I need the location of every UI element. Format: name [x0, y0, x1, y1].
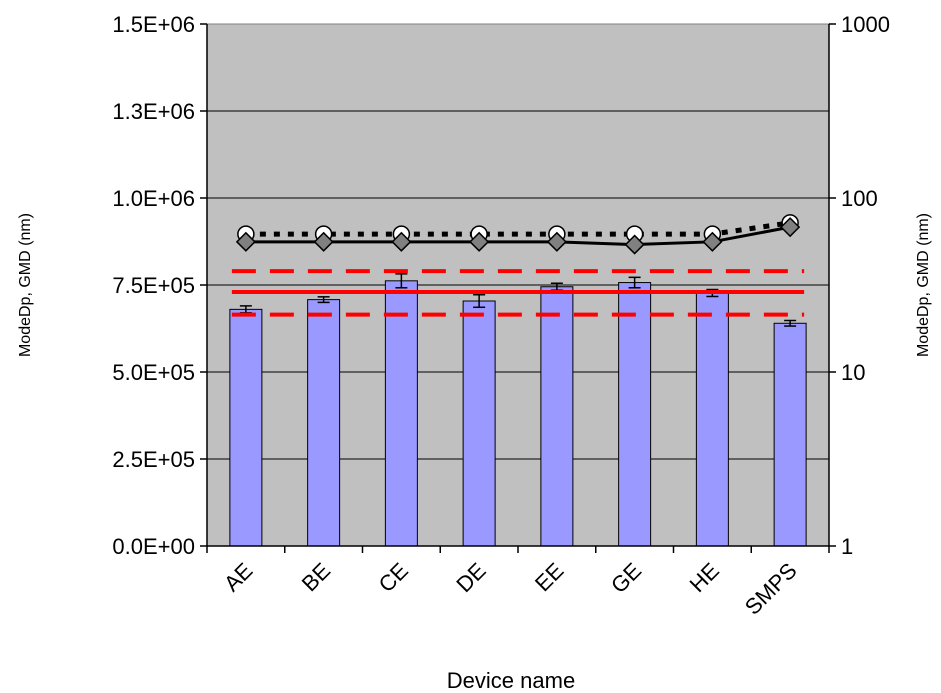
- axes: [200, 23, 836, 553]
- x-axis-title: Device name: [447, 668, 575, 693]
- reference-lines: [231, 269, 805, 317]
- bar-smps: [773, 322, 807, 547]
- y2-axis-title: ModeDp, GMD (nm): [915, 213, 932, 357]
- bar-be: [307, 299, 341, 547]
- bar-de: [462, 300, 496, 547]
- y2-tick-label: 10: [841, 360, 865, 385]
- series-line-circle: [245, 220, 791, 237]
- diamond-marker: [780, 217, 801, 238]
- bar-he: [695, 292, 729, 547]
- diamond-marker: [469, 231, 490, 252]
- diamond-marker: [235, 231, 256, 252]
- bar-ce: [384, 280, 418, 547]
- x-tick-labels: AE BE CE DE EE GE HE SMPS: [219, 558, 802, 620]
- bar-ae: [229, 308, 263, 547]
- y-tick-label: 0.0E+00: [112, 534, 195, 559]
- y-tick-label: 7.5E+05: [112, 273, 195, 298]
- x-tick-label-de: DE: [451, 558, 490, 597]
- diamond-marker: [313, 231, 334, 252]
- y-axis-title: ModeDp, GMD (nm): [17, 213, 34, 357]
- y-tick-label: 1.3E+06: [112, 99, 195, 124]
- y2-tick-label: 1: [841, 534, 853, 559]
- x-tick-label-ee: EE: [530, 558, 568, 596]
- series-markers: [235, 214, 801, 255]
- x-tick-label-ce: CE: [374, 558, 413, 597]
- series-lines: [245, 220, 791, 247]
- y2-tick-label: 1000: [841, 12, 890, 37]
- x-tick-label-he: HE: [685, 558, 724, 597]
- y-tick-label: 1.0E+06: [112, 186, 195, 211]
- diamond-marker: [624, 234, 645, 255]
- y-tick-label: 1.5E+06: [112, 12, 195, 37]
- x-tick-label-ge: GE: [606, 558, 646, 598]
- bar-ee: [540, 286, 574, 547]
- x-tick-label-ae: AE: [219, 558, 257, 596]
- x-tick-label-be: BE: [297, 558, 335, 596]
- y-tick-label: 5.0E+05: [112, 360, 195, 385]
- y-tick-label: 2.5E+05: [112, 447, 195, 472]
- x-tick-label-smps: SMPS: [740, 558, 802, 620]
- bar-group: [229, 280, 807, 547]
- diamond-marker: [702, 231, 723, 252]
- series-line-diamond: [245, 225, 791, 247]
- y2-tick-label: 100: [841, 186, 878, 211]
- y2-tick-labels: 1 10 100 1000: [841, 12, 890, 559]
- diamond-marker: [391, 231, 412, 252]
- diamond-marker: [546, 231, 567, 252]
- y-tick-labels: 0.0E+00 2.5E+05 5.0E+05 7.5E+05 1.0E+06 1.3E+…: [112, 12, 195, 559]
- bar-ge: [618, 282, 652, 547]
